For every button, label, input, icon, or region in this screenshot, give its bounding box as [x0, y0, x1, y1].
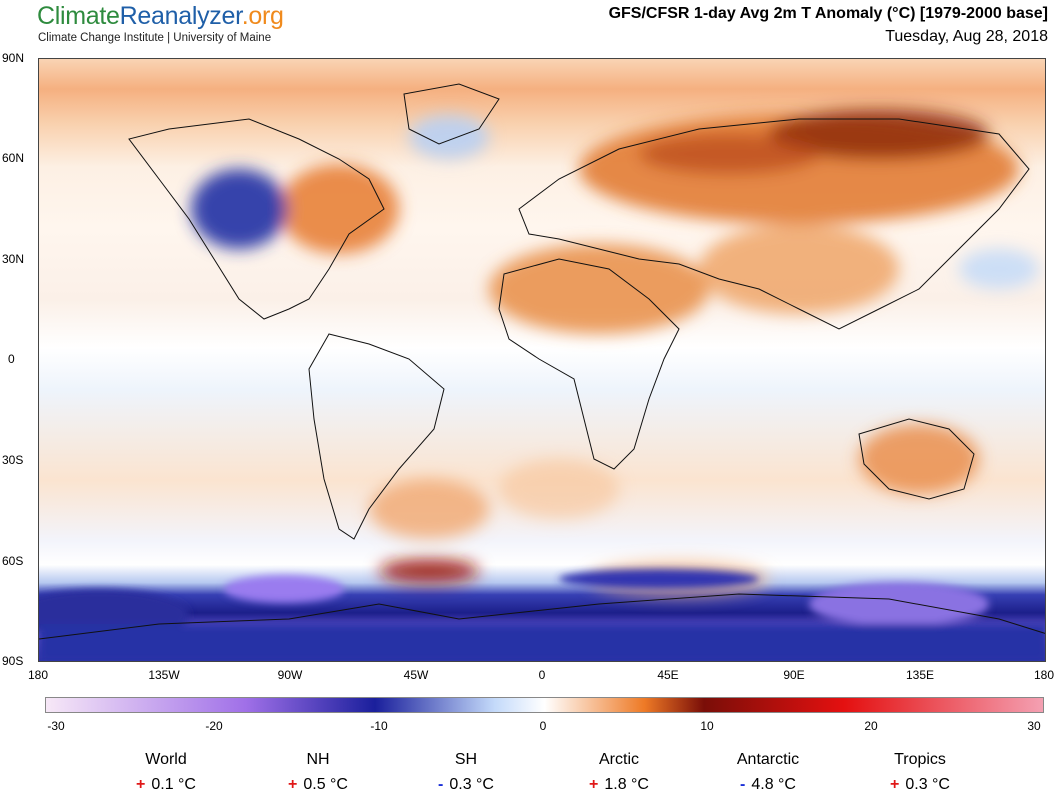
stat-nh: NH +0.5 °C	[253, 751, 383, 794]
greenland-outline	[403, 83, 500, 145]
lat-label-60s: 60S	[2, 554, 24, 568]
stat-tropics-label: Tropics	[894, 751, 946, 768]
coastlines	[39, 83, 1045, 640]
colorbar-tick-minus20: -20	[205, 719, 223, 733]
lat-label-equator: 0	[8, 352, 15, 366]
stat-world-sign: +	[136, 776, 146, 793]
stat-arctic-sign: +	[589, 776, 599, 793]
lat-label-30n: 30N	[2, 252, 25, 266]
stat-sh: SH -0.3 °C	[401, 751, 531, 794]
stat-sh-label: SH	[454, 751, 478, 768]
colorbar-tick-0: 0	[539, 719, 547, 733]
stat-nh-value: 0.5 °C	[303, 776, 348, 793]
lon-label-180e: 180	[1033, 668, 1055, 682]
south-america-outline	[308, 333, 445, 540]
stat-nh-label: NH	[306, 751, 330, 768]
map-date: Tuesday, Aug 28, 2018	[885, 28, 1048, 45]
stat-nh-sign: +	[288, 776, 298, 793]
stat-arctic: Arctic +1.8 °C	[554, 751, 684, 794]
logo-text-org: .org	[241, 2, 284, 30]
stat-tropics: Tropics +0.3 °C	[855, 751, 985, 794]
lon-label-90e: 90E	[783, 668, 805, 682]
lat-label-30s: 30S	[2, 453, 24, 467]
eurasia-outline	[518, 118, 1030, 330]
colorbar-tick-minus30: -30	[47, 719, 65, 733]
colorbar-tick-10: 10	[700, 719, 714, 733]
stat-tropics-sign: +	[890, 776, 900, 793]
stat-arctic-label: Arctic	[599, 751, 639, 768]
north-america-outline	[128, 118, 385, 320]
stat-tropics-value: 0.3 °C	[905, 776, 950, 793]
colorbar-tick-minus10: -10	[370, 719, 388, 733]
lon-label-90w: 90W	[277, 668, 303, 682]
site-logo[interactable]: ClimateReanalyzer.org	[37, 2, 284, 31]
stat-sh-value: 0.3 °C	[449, 776, 494, 793]
map-graphic	[39, 83, 1045, 661]
lon-label-135e: 135E	[905, 668, 935, 682]
stat-world-label: World	[145, 751, 187, 768]
map-title: GFS/CFSR 1-day Avg 2m T Anomaly (°C) [19…	[608, 5, 1048, 22]
lat-label-60n: 60N	[2, 151, 25, 165]
stat-antarctic-sign: -	[740, 776, 746, 793]
stat-sh-sign: -	[438, 776, 444, 793]
lat-label-90s: 90S	[2, 654, 24, 668]
lat-label-90n: 90N	[2, 51, 25, 65]
logo-text-reanalyzer: Reanalyzer	[119, 2, 242, 30]
institution-subtitle: Climate Change Institute | University of…	[38, 32, 272, 44]
stat-world-value: 0.1 °C	[151, 776, 196, 793]
colorbar-tick-20: 20	[864, 719, 878, 733]
logo-text-climate: Climate	[37, 2, 120, 30]
lon-label-180w: 180	[27, 668, 49, 682]
temperature-anomaly-map[interactable]	[38, 58, 1046, 662]
stat-arctic-value: 1.8 °C	[604, 776, 649, 793]
stat-antarctic-value: 4.8 °C	[751, 776, 796, 793]
africa-outline	[498, 258, 680, 470]
stat-antarctic: Antarctic -4.8 °C	[703, 751, 833, 794]
anomaly-colorbar	[45, 697, 1044, 713]
stat-world: World +0.1 °C	[101, 751, 231, 794]
antarctic-cold-field	[39, 569, 1045, 661]
lon-label-0: 0	[538, 668, 546, 682]
lon-label-45w: 45W	[403, 668, 429, 682]
australia-outline	[858, 418, 975, 500]
antarctica-outline	[39, 593, 1045, 640]
lon-label-45e: 45E	[657, 668, 679, 682]
lon-label-135w: 135W	[148, 668, 180, 682]
stat-antarctic-label: Antarctic	[736, 751, 800, 768]
colorbar-tick-30: 30	[1027, 719, 1041, 733]
